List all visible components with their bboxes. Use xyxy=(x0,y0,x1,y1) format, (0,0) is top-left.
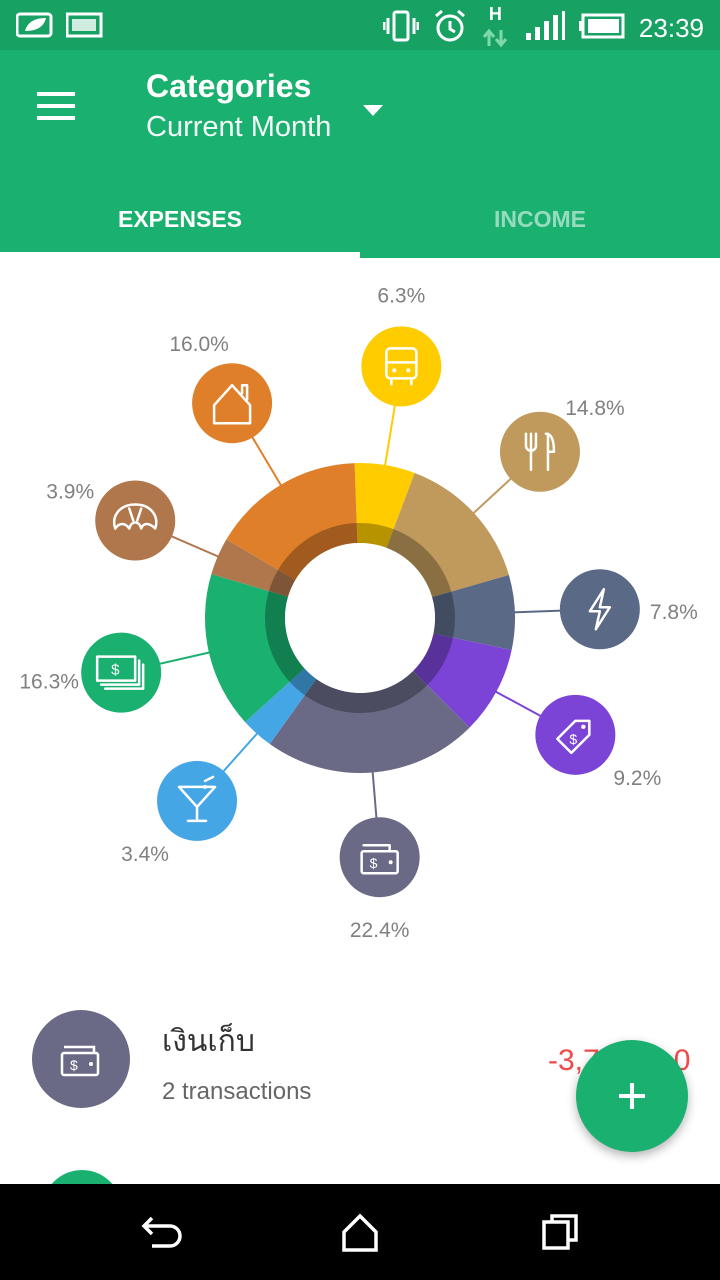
battery-icon xyxy=(578,13,625,44)
croissant-icon xyxy=(113,503,158,530)
category-bubble[interactable] xyxy=(361,326,442,407)
signal-icon xyxy=(525,10,565,46)
donut-center xyxy=(285,543,435,693)
donut-slice-shade xyxy=(432,591,456,638)
tab-income[interactable]: INCOME xyxy=(494,205,586,232)
percent-label: 6.3% xyxy=(377,284,425,307)
period-label: Current Month xyxy=(146,111,332,143)
category-bubble[interactable] xyxy=(157,760,238,841)
donut-slice-shade xyxy=(386,529,452,598)
donut-slice[interactable] xyxy=(226,463,358,580)
donut-slice-shade xyxy=(413,633,453,686)
donut-slice[interactable] xyxy=(205,574,305,723)
page-title: Categories xyxy=(146,68,312,104)
category-bubble[interactable] xyxy=(535,694,616,775)
donut-slice[interactable] xyxy=(413,633,512,728)
category-bubble[interactable] xyxy=(81,632,162,713)
category-bubble[interactable] xyxy=(95,480,176,561)
recents-icon xyxy=(542,1214,578,1250)
cash-icon: $ xyxy=(95,655,145,690)
donut-slice[interactable] xyxy=(211,539,296,597)
category-chart: 6.3% 14.8% 7.8% $9.2% $22.4% 3.4% $16.3% 3.9% 16… xyxy=(0,258,720,978)
percent-label: 9.2% xyxy=(613,767,661,790)
alarm-icon xyxy=(433,9,467,48)
back-button[interactable] xyxy=(138,1212,186,1252)
price-tag-icon: $ xyxy=(556,719,591,755)
leaf-notification-icon xyxy=(15,12,54,43)
vibrate-icon xyxy=(382,10,420,47)
tab-bar: EXPENSES INCOME xyxy=(0,180,720,258)
percent-label: 14.8% xyxy=(565,397,625,420)
wallet-icon: $ xyxy=(60,1045,100,1077)
percent-label: 3.4% xyxy=(121,843,169,866)
percent-label: 16.3% xyxy=(19,671,79,694)
recents-button[interactable] xyxy=(536,1212,584,1252)
period-selector[interactable]: Categories Current Month xyxy=(146,68,331,144)
tab-indicator xyxy=(0,252,360,258)
category-name: เงินเก็บ xyxy=(162,1024,255,1059)
plus-icon xyxy=(619,1083,645,1109)
add-transaction-button[interactable] xyxy=(576,1040,688,1152)
transaction-count: 2 transactions xyxy=(162,1078,312,1105)
donut-slice[interactable] xyxy=(386,472,509,598)
category-avatar: $ xyxy=(32,1010,130,1108)
svg-text:$: $ xyxy=(70,1057,78,1073)
percent-label: 3.9% xyxy=(46,481,94,504)
status-time: 23:39 xyxy=(638,12,704,43)
donut-slice[interactable] xyxy=(245,668,317,745)
donut-slice-shade xyxy=(304,671,428,713)
image-notification-icon xyxy=(65,12,104,43)
donut-slice-shade xyxy=(356,523,394,548)
app-bar: Categories Current Month EXPENSES INCOME xyxy=(0,50,720,258)
fork-knife-icon xyxy=(524,432,556,472)
donut-slice-shade xyxy=(278,523,358,580)
category-bubble[interactable] xyxy=(192,363,273,444)
tab-expenses[interactable]: EXPENSES xyxy=(118,205,242,232)
category-bubble[interactable] xyxy=(499,411,580,492)
back-icon xyxy=(141,1216,182,1248)
cocktail-icon xyxy=(177,775,217,823)
data-arrows-icon: H xyxy=(481,4,511,48)
donut-slice-shade xyxy=(289,668,317,696)
donut-slice-shade xyxy=(268,569,296,597)
category-bubble[interactable] xyxy=(559,569,640,650)
percent-label: 22.4% xyxy=(350,919,410,942)
status-bar: H 23:39 xyxy=(0,0,720,50)
donut-slice[interactable] xyxy=(269,671,470,773)
percent-label: 16.0% xyxy=(169,333,229,356)
hamburger-menu-icon xyxy=(37,92,75,120)
svg-text:$: $ xyxy=(111,662,120,679)
category-bubble[interactable] xyxy=(339,817,420,898)
system-nav-bar xyxy=(0,1184,720,1280)
svg-text:$: $ xyxy=(569,731,577,747)
donut-slice[interactable] xyxy=(354,463,415,548)
menu-button[interactable] xyxy=(28,86,84,126)
house-icon xyxy=(212,383,252,425)
percent-label: 7.8% xyxy=(650,601,698,624)
home-button[interactable] xyxy=(336,1212,384,1252)
donut-slice-shade xyxy=(265,591,305,682)
donut-slice[interactable] xyxy=(432,574,515,651)
donut-chart: 6.3% 14.8% 7.8% $9.2% $22.4% 3.4% $16.3% 3.9% 16… xyxy=(19,284,698,942)
bus-icon xyxy=(385,347,418,386)
wallet-icon: $ xyxy=(360,843,399,875)
home-icon xyxy=(342,1213,378,1252)
lightning-icon xyxy=(588,587,612,631)
dropdown-caret-icon[interactable] xyxy=(362,104,384,123)
svg-text:$: $ xyxy=(370,855,378,871)
